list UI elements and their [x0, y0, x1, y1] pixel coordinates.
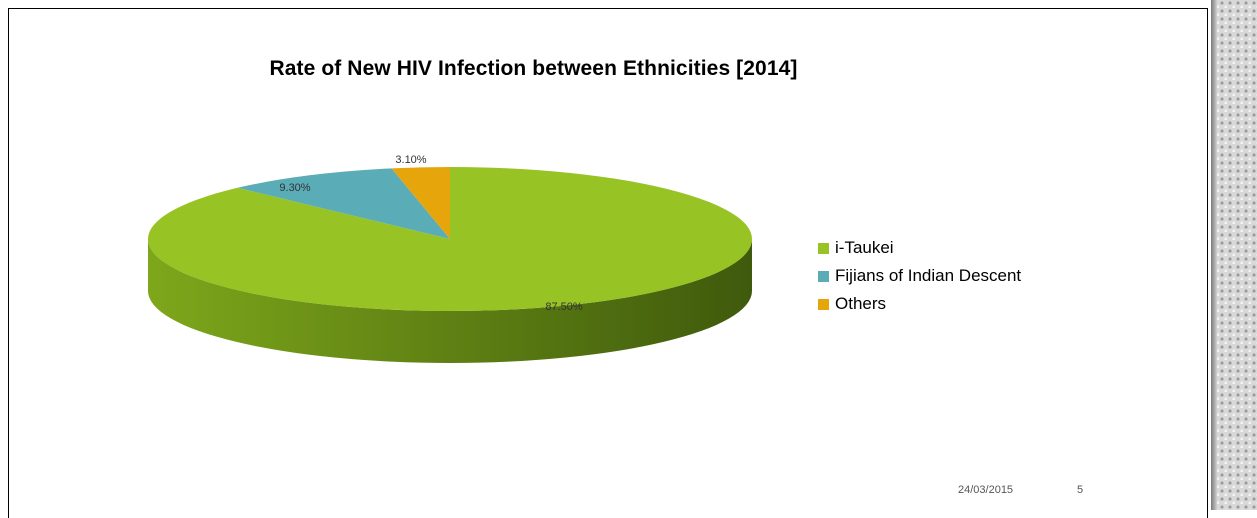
data-label-others: 3.10%	[395, 154, 426, 166]
legend-swatch-i-taukei	[818, 242, 829, 254]
legend-swatch-others	[818, 298, 829, 310]
footer-page-number: 5	[1077, 484, 1084, 496]
data-label-i-taukei: 87.50%	[545, 301, 583, 313]
legend-label-i-taukei: i-Taukei	[835, 238, 894, 257]
decorative-texture-strip	[1211, 0, 1257, 510]
chart-legend: i-Taukei Fijians of Indian Descent Other…	[818, 234, 1021, 318]
legend-label-others: Others	[835, 294, 887, 313]
legend-item-i-taukei: i-Taukei	[818, 234, 1021, 262]
legend-item-fijians-of-indian-descent: Fijians of Indian Descent	[818, 262, 1021, 290]
data-label-fijians-of-indian-descent: 9.30%	[279, 182, 310, 194]
pie-slice-others	[391, 167, 450, 239]
pie-side-i-taukei	[148, 239, 752, 363]
legend-label-fijians-of-indian-descent: Fijians of Indian Descent	[835, 266, 1022, 285]
footer-date: 24/03/2015	[958, 484, 1014, 496]
pie-slice-fijians-of-indian-descent	[237, 168, 450, 239]
legend-item-others: Others	[818, 290, 1021, 318]
chart-title: Rate of New HIV Infection between Ethnic…	[269, 57, 798, 80]
legend-swatch-fijians-of-indian-descent	[818, 270, 829, 282]
